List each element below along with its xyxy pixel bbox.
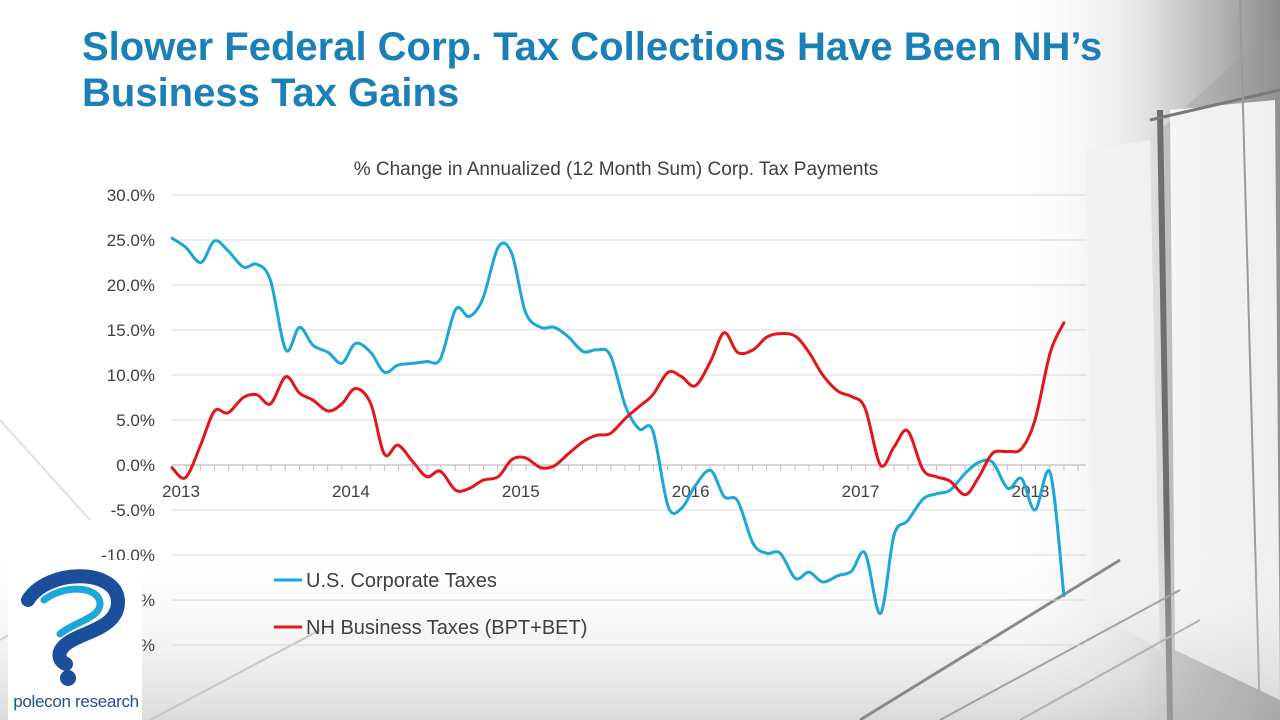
y-tick-label: 20.0%: [107, 276, 155, 295]
x-tick-label: 2015: [502, 482, 540, 501]
y-tick-label: 30.0%: [107, 186, 155, 205]
y-tick-label: 10.0%: [107, 366, 155, 385]
legend-label: U.S. Corporate Taxes: [306, 570, 497, 592]
slide-title-line-1: Slower Federal Corp. Tax Collections Hav…: [82, 25, 1103, 69]
y-tick-label: 15.0%: [107, 321, 155, 340]
x-tick-label: 2013: [162, 482, 200, 501]
chart-legend: U.S. Corporate Taxes NH Business Taxes (B…: [274, 570, 587, 639]
y-tick-label: 25.0%: [107, 231, 155, 250]
chart-title: % Change in Annualized (12 Month Sum) Co…: [354, 159, 879, 180]
x-axis-ticks: 2013 2014 2015 2016 2017 2018: [162, 482, 1049, 501]
x-tick-label: 2014: [332, 482, 370, 501]
logo-text: polecon research: [13, 692, 139, 711]
y-tick-label: 0.0%: [116, 456, 155, 475]
x-tick-label: 2017: [842, 482, 880, 501]
slide-title-line-2: Business Tax Gains: [82, 71, 460, 115]
chart-series: [170, 236, 1066, 616]
series-line-nh-business-taxes: [170, 321, 1066, 497]
legend-label: NH Business Taxes (BPT+BET): [306, 617, 587, 639]
polecon-logo: polecon research: [8, 560, 142, 720]
y-tick-label: -5.0%: [111, 501, 155, 520]
slide-title: Slower Federal Corp. Tax Collections Hav…: [82, 24, 1202, 116]
y-tick-label: 5.0%: [116, 411, 155, 430]
polecon-swoosh-icon: [21, 569, 126, 686]
x-axis: [171, 464, 1086, 471]
series-line-us-corporate-taxes: [170, 236, 1066, 616]
